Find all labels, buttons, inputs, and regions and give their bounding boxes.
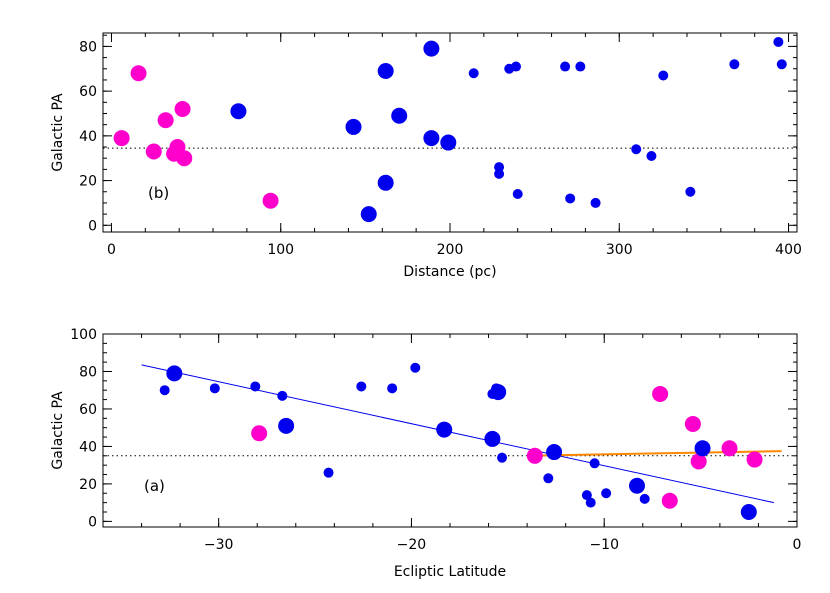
data-point-blue-small bbox=[581, 490, 592, 501]
data-point-blue-small bbox=[250, 381, 261, 392]
data-point-blue-small bbox=[209, 383, 220, 394]
data-point-blue-small bbox=[494, 168, 505, 179]
data-point-magenta-large bbox=[721, 440, 738, 457]
data-point-blue-large bbox=[230, 103, 247, 120]
data-point-blue-small bbox=[575, 61, 586, 72]
data-point-blue-large bbox=[490, 384, 507, 401]
data-point-blue-small bbox=[646, 150, 657, 161]
data-point-magenta-large bbox=[262, 192, 279, 209]
data-point-magenta-large bbox=[157, 112, 174, 129]
data-point-blue-small bbox=[468, 68, 479, 79]
y-axis-label-a: Galactic PA bbox=[50, 391, 66, 470]
data-point-blue-small bbox=[512, 188, 523, 199]
data-point-blue-large bbox=[345, 118, 362, 135]
data-point-blue-small bbox=[511, 61, 522, 72]
data-point-magenta-large bbox=[746, 451, 763, 468]
y-axis-label-b: Galactic PA bbox=[50, 93, 66, 172]
y-tick-label: 20 bbox=[79, 477, 97, 493]
data-point-blue-small bbox=[410, 362, 421, 373]
x-axis-label-a: Ecliptic Latitude bbox=[394, 564, 506, 580]
data-point-blue-small bbox=[590, 197, 601, 208]
y-tick-label: 40 bbox=[79, 439, 97, 455]
data-point-blue-small bbox=[277, 390, 288, 401]
panel-label-b: (b) bbox=[148, 184, 169, 202]
y-tick-label: 40 bbox=[79, 129, 97, 145]
data-point-blue-large bbox=[423, 40, 440, 57]
x-tick-label: 0 bbox=[107, 242, 116, 258]
y-tick-label: 20 bbox=[79, 174, 97, 190]
data-point-magenta-large bbox=[145, 143, 162, 160]
fit-line-blue bbox=[141, 364, 774, 504]
data-point-blue-small bbox=[585, 497, 596, 508]
y-tick-label: 60 bbox=[79, 402, 97, 418]
panel-b-distance-plot: 0 100 200 300 400 0 20 40 60 80 Distance (pc) Galac… bbox=[50, 32, 802, 280]
data-point-blue-small bbox=[565, 193, 576, 204]
data-point-blue-small bbox=[589, 458, 600, 469]
data-point-blue-large bbox=[391, 107, 408, 124]
data-point-blue-small bbox=[323, 467, 334, 478]
data-point-blue-large bbox=[360, 206, 377, 223]
fit-line-orange bbox=[527, 450, 782, 457]
panel-label-a: (a) bbox=[144, 477, 165, 495]
panel-a-ecliptic-plot: −30 −20 −10 0 0 20 40 60 80 100 Ecliptic Latitude G… bbox=[50, 327, 801, 580]
data-point-blue-small bbox=[560, 61, 571, 72]
x-tick-label: 300 bbox=[606, 242, 633, 258]
x-tick-label: −20 bbox=[397, 537, 427, 553]
y-tick-label: 80 bbox=[79, 39, 97, 55]
data-point-magenta-large bbox=[661, 492, 678, 509]
data-point-blue-small bbox=[729, 59, 740, 70]
data-point-magenta-large bbox=[176, 150, 193, 167]
data-point-blue-small bbox=[631, 144, 642, 155]
data-point-magenta-large bbox=[113, 130, 130, 147]
data-point-blue-large bbox=[166, 365, 183, 382]
data-point-blue-large bbox=[440, 134, 457, 151]
data-point-blue-large bbox=[694, 440, 711, 457]
data-point-blue-large bbox=[546, 444, 563, 461]
y-tick-label: 80 bbox=[79, 364, 97, 380]
data-point-blue-small bbox=[356, 381, 367, 392]
data-point-blue-large bbox=[740, 504, 757, 521]
data-point-blue-small bbox=[639, 493, 650, 504]
data-point-magenta-large bbox=[526, 447, 543, 464]
y-tick-label: 0 bbox=[88, 218, 97, 234]
x-axis-label-b: Distance (pc) bbox=[403, 264, 496, 280]
data-point-blue-small bbox=[543, 473, 554, 484]
data-point-blue-small bbox=[776, 59, 787, 70]
data-point-blue-large bbox=[628, 477, 645, 494]
data-point-blue-large bbox=[377, 63, 394, 80]
data-point-magenta-large bbox=[174, 101, 191, 118]
y-tick-label: 0 bbox=[88, 514, 97, 530]
plot-frame-b bbox=[102, 32, 798, 233]
y-tick-label: 60 bbox=[79, 84, 97, 100]
data-point-blue-small bbox=[387, 383, 398, 394]
x-tick-label: 200 bbox=[437, 242, 464, 258]
x-tick-label: 100 bbox=[267, 242, 294, 258]
data-point-magenta-large bbox=[251, 425, 268, 442]
x-tick-label: 0 bbox=[793, 537, 802, 553]
x-tick-label: 400 bbox=[775, 242, 802, 258]
data-point-magenta-large bbox=[690, 453, 707, 470]
data-point-magenta-large bbox=[684, 415, 701, 432]
data-point-blue-large bbox=[278, 417, 295, 434]
data-point-magenta-large bbox=[130, 65, 147, 82]
data-point-blue-small bbox=[497, 452, 508, 463]
data-point-blue-large bbox=[423, 130, 440, 147]
x-tick-label: −30 bbox=[204, 537, 234, 553]
data-point-blue-small bbox=[601, 488, 612, 499]
data-point-blue-large bbox=[377, 174, 394, 191]
data-point-blue-large bbox=[436, 421, 453, 438]
data-point-blue-large bbox=[484, 430, 501, 447]
data-point-blue-small bbox=[658, 70, 669, 81]
data-point-magenta-large bbox=[652, 385, 669, 402]
data-point-blue-small bbox=[773, 36, 784, 47]
y-tick-label: 100 bbox=[70, 327, 97, 343]
data-point-blue-small bbox=[159, 385, 170, 396]
data-point-blue-small bbox=[685, 186, 696, 197]
x-tick-label: −10 bbox=[589, 537, 619, 553]
